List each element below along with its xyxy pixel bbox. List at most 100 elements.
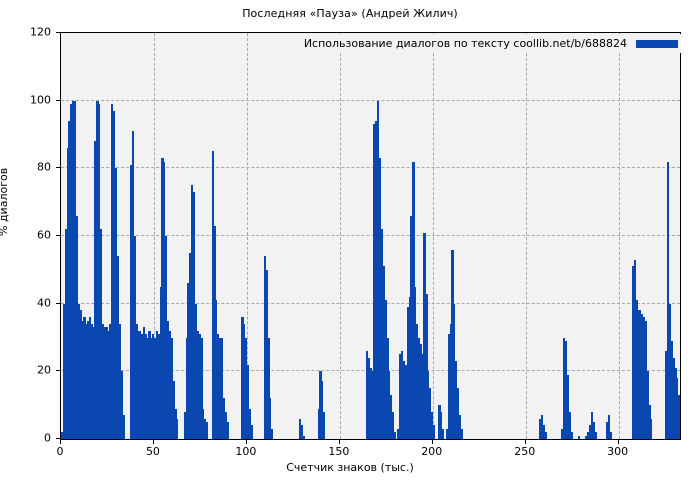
bar xyxy=(406,307,409,439)
bar xyxy=(605,422,608,439)
bar xyxy=(562,337,566,439)
gridline-horizontal xyxy=(61,167,680,169)
bar xyxy=(94,141,97,439)
y-tick-label: 120 xyxy=(30,25,51,39)
bar xyxy=(146,337,149,439)
bar xyxy=(609,432,612,439)
bar xyxy=(81,320,84,439)
bar xyxy=(96,100,99,439)
bar xyxy=(75,215,79,439)
bar xyxy=(566,374,569,439)
bar xyxy=(265,269,268,439)
bar xyxy=(455,361,458,439)
bar xyxy=(592,422,595,439)
bar xyxy=(317,408,320,439)
bar xyxy=(90,323,93,439)
bar xyxy=(159,286,162,439)
bar xyxy=(644,320,647,439)
bar xyxy=(377,100,380,439)
bar xyxy=(570,432,573,439)
bar xyxy=(105,327,108,439)
bar xyxy=(670,340,673,439)
bar xyxy=(577,435,580,439)
bar xyxy=(460,428,463,439)
bar xyxy=(429,388,432,439)
bar-series xyxy=(61,33,680,439)
gridline-vertical xyxy=(246,33,248,439)
bar xyxy=(120,371,123,439)
x-axis-label: Счетчик знаков (тыс.) xyxy=(286,461,414,474)
bar xyxy=(113,110,116,439)
bar xyxy=(271,428,274,439)
bar xyxy=(300,425,303,439)
bar xyxy=(62,303,66,439)
bar xyxy=(98,104,101,439)
bar xyxy=(196,330,199,439)
bar xyxy=(665,351,668,439)
bar xyxy=(133,236,136,439)
bar xyxy=(544,432,547,439)
bar xyxy=(397,428,400,439)
bar xyxy=(85,323,88,439)
bar xyxy=(425,293,428,439)
bar xyxy=(155,330,158,439)
x-tick-label: 100 xyxy=(235,445,257,458)
bar xyxy=(408,296,411,439)
bar xyxy=(401,351,404,439)
bar xyxy=(384,300,387,439)
bar xyxy=(172,381,175,439)
x-tick-label: 200 xyxy=(421,445,443,458)
bar xyxy=(153,337,157,439)
bar xyxy=(140,334,144,439)
bar xyxy=(367,357,370,439)
x-tick-label: 300 xyxy=(607,445,629,458)
bar xyxy=(432,425,435,439)
bar xyxy=(165,236,168,439)
bar xyxy=(101,323,105,439)
y-tick-mark xyxy=(56,167,60,169)
bar xyxy=(633,259,636,439)
bar xyxy=(378,158,382,439)
bar xyxy=(111,104,114,439)
x-tick-label: 0 xyxy=(56,445,64,458)
bar xyxy=(540,415,543,439)
bar xyxy=(568,411,571,439)
bar xyxy=(213,225,216,439)
gridline-vertical xyxy=(339,33,341,439)
bar xyxy=(365,351,369,439)
bar xyxy=(61,432,64,439)
bar xyxy=(561,428,564,439)
plot-area xyxy=(60,32,681,440)
bar xyxy=(137,330,140,439)
bar xyxy=(250,425,253,439)
bar xyxy=(103,327,106,439)
bar xyxy=(631,266,634,439)
bar xyxy=(163,161,166,439)
bar xyxy=(161,158,164,439)
bar xyxy=(168,330,172,439)
bar xyxy=(139,330,142,439)
bar xyxy=(135,323,138,439)
bar xyxy=(129,164,132,439)
bar xyxy=(427,371,430,439)
legend: Использование диалогов по тексту coollib… xyxy=(295,34,681,53)
bar xyxy=(416,323,419,439)
bar xyxy=(79,310,82,439)
bar xyxy=(144,334,147,439)
bar xyxy=(87,320,90,439)
y-tick-label: 60 xyxy=(37,228,51,242)
bar xyxy=(174,408,177,439)
bar xyxy=(672,357,675,439)
bar xyxy=(382,266,385,439)
bar xyxy=(267,337,270,439)
bar xyxy=(220,337,224,439)
x-tick-label: 150 xyxy=(328,445,350,458)
bar xyxy=(215,300,218,439)
bar xyxy=(678,395,680,439)
bar xyxy=(122,415,125,439)
bar xyxy=(204,418,207,439)
bar xyxy=(176,418,179,439)
bar xyxy=(410,215,413,439)
x-tick-mark xyxy=(617,440,619,444)
